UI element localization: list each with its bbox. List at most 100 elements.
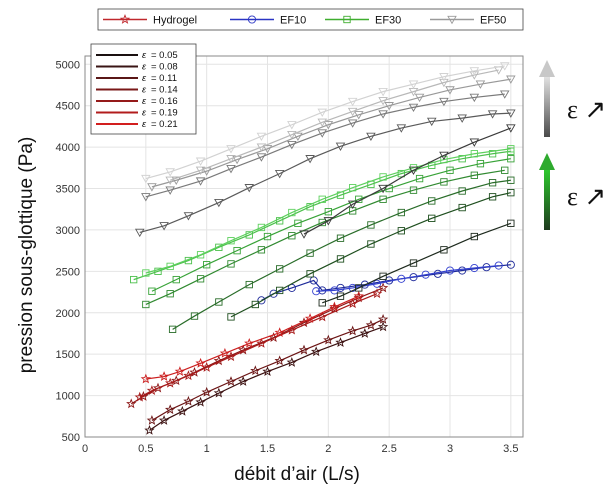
data-point-star — [377, 313, 389, 324]
data-point-square — [379, 195, 387, 203]
legend-item-ef30: EF30 — [325, 15, 401, 27]
legend-strain-item: ε = 0.21 — [96, 119, 178, 130]
data-point-triangle — [499, 90, 510, 99]
x-tick-label: 3.5 — [503, 443, 518, 455]
data-point-triangle — [226, 164, 236, 174]
series-line — [139, 293, 378, 398]
data-point-triangle — [439, 151, 449, 161]
x-tick-label: 1 — [204, 443, 210, 455]
data-point-square — [440, 246, 448, 254]
data-point-star — [225, 376, 237, 386]
data-point-square — [397, 208, 405, 217]
data-point-star — [353, 292, 364, 303]
data-point-star — [146, 414, 158, 425]
legend-strain-item: ε = 0.11 — [96, 73, 177, 84]
data-point-square — [276, 286, 284, 295]
legend-strain-label: = 0.21 — [151, 119, 178, 130]
data-point-star — [219, 347, 231, 358]
data-point-square — [488, 150, 497, 158]
data-point-triangle — [439, 97, 449, 107]
data-point-square — [355, 284, 363, 292]
series-ef30 — [318, 219, 515, 307]
data-point-triangle — [244, 184, 255, 193]
data-point-square — [336, 234, 345, 242]
data-point-star — [256, 337, 267, 348]
series-ef50 — [141, 90, 510, 202]
data-point-star — [140, 373, 152, 384]
data-point-star — [365, 319, 377, 330]
data-point-square — [409, 259, 418, 267]
data-point-triangle — [353, 111, 364, 120]
data-point-square — [428, 197, 436, 205]
data-point-square — [172, 275, 180, 284]
data-point-square — [154, 267, 162, 275]
arrow-head-green — [539, 153, 555, 170]
data-point-square — [288, 208, 296, 217]
series-line — [230, 192, 511, 318]
data-point-triangle — [408, 80, 419, 89]
data-point-circle — [348, 283, 357, 292]
data-point-star — [177, 405, 188, 416]
data-point-triangle — [226, 155, 236, 164]
data-point-star — [164, 377, 176, 388]
data-point-triangle — [335, 142, 346, 151]
series-ef50 — [134, 109, 516, 238]
data-point-star — [183, 395, 194, 406]
data-point-star — [237, 376, 249, 386]
data-point-square — [336, 292, 345, 300]
series-line — [316, 264, 499, 292]
data-point-square — [318, 299, 326, 307]
data-point-triangle — [378, 184, 388, 194]
data-point-star — [377, 321, 389, 332]
data-point-square — [507, 155, 515, 163]
arrow-shaft-gray — [544, 75, 550, 137]
data-point-star — [298, 344, 310, 355]
data-point-circle — [257, 296, 266, 305]
y-tick-label: 4500 — [56, 101, 80, 113]
data-point-square — [458, 203, 466, 212]
data-point-star — [164, 404, 176, 415]
data-point-square — [440, 178, 448, 186]
legend-strain-item: ε = 0.08 — [96, 62, 178, 73]
data-point-triangle — [469, 93, 480, 103]
data-point-star — [353, 290, 364, 301]
data-point-star — [335, 337, 346, 347]
data-point-square — [306, 249, 314, 257]
data-point-triangle — [134, 228, 145, 238]
data-point-circle — [494, 261, 503, 270]
y-tick-label: 1500 — [56, 349, 80, 361]
data-point-triangle — [256, 132, 267, 142]
data-point-square — [215, 298, 223, 306]
legend-models-box — [97, 8, 524, 31]
data-point-square — [227, 237, 235, 245]
legend-strain-item: ε = 0.05 — [96, 50, 178, 61]
series-hydrogel — [144, 321, 389, 435]
data-point-star — [174, 366, 186, 376]
legend-strain-symbol: ε — [142, 50, 147, 61]
series-ef50 — [165, 66, 504, 185]
data-point-triangle — [171, 176, 182, 185]
legend-strain: ε = 0.05 ε = 0.08 ε = 0.11 ε = 0.14 ε = 0.16 ε = 0.… — [90, 43, 197, 135]
legend-strain-label: = 0.19 — [151, 108, 178, 119]
data-point-star — [347, 298, 358, 309]
series-line — [139, 112, 511, 233]
data-point-star — [274, 327, 285, 338]
legend-strain-label: = 0.16 — [151, 96, 178, 107]
arrow-label-gray: ε ↗ — [567, 95, 606, 124]
data-point-triangle — [141, 193, 151, 202]
data-point-triangle — [408, 103, 419, 113]
data-point-star — [286, 357, 298, 367]
data-point-triangle — [305, 155, 315, 164]
x-tick-label: 0.5 — [138, 443, 153, 455]
strain-arrows: ε ↗ ε ↗ — [539, 60, 606, 230]
data-point-square — [428, 161, 436, 169]
data-point-star — [304, 313, 316, 323]
y-tick-label: 3000 — [56, 225, 80, 237]
data-point-star — [126, 398, 137, 409]
data-point-triangle — [293, 132, 303, 142]
data-point-square — [440, 155, 448, 164]
data-point-star — [158, 371, 170, 381]
x-tick-label: 1.5 — [260, 443, 275, 455]
data-point-star — [329, 301, 340, 312]
legend-strain-symbol: ε — [142, 108, 147, 119]
